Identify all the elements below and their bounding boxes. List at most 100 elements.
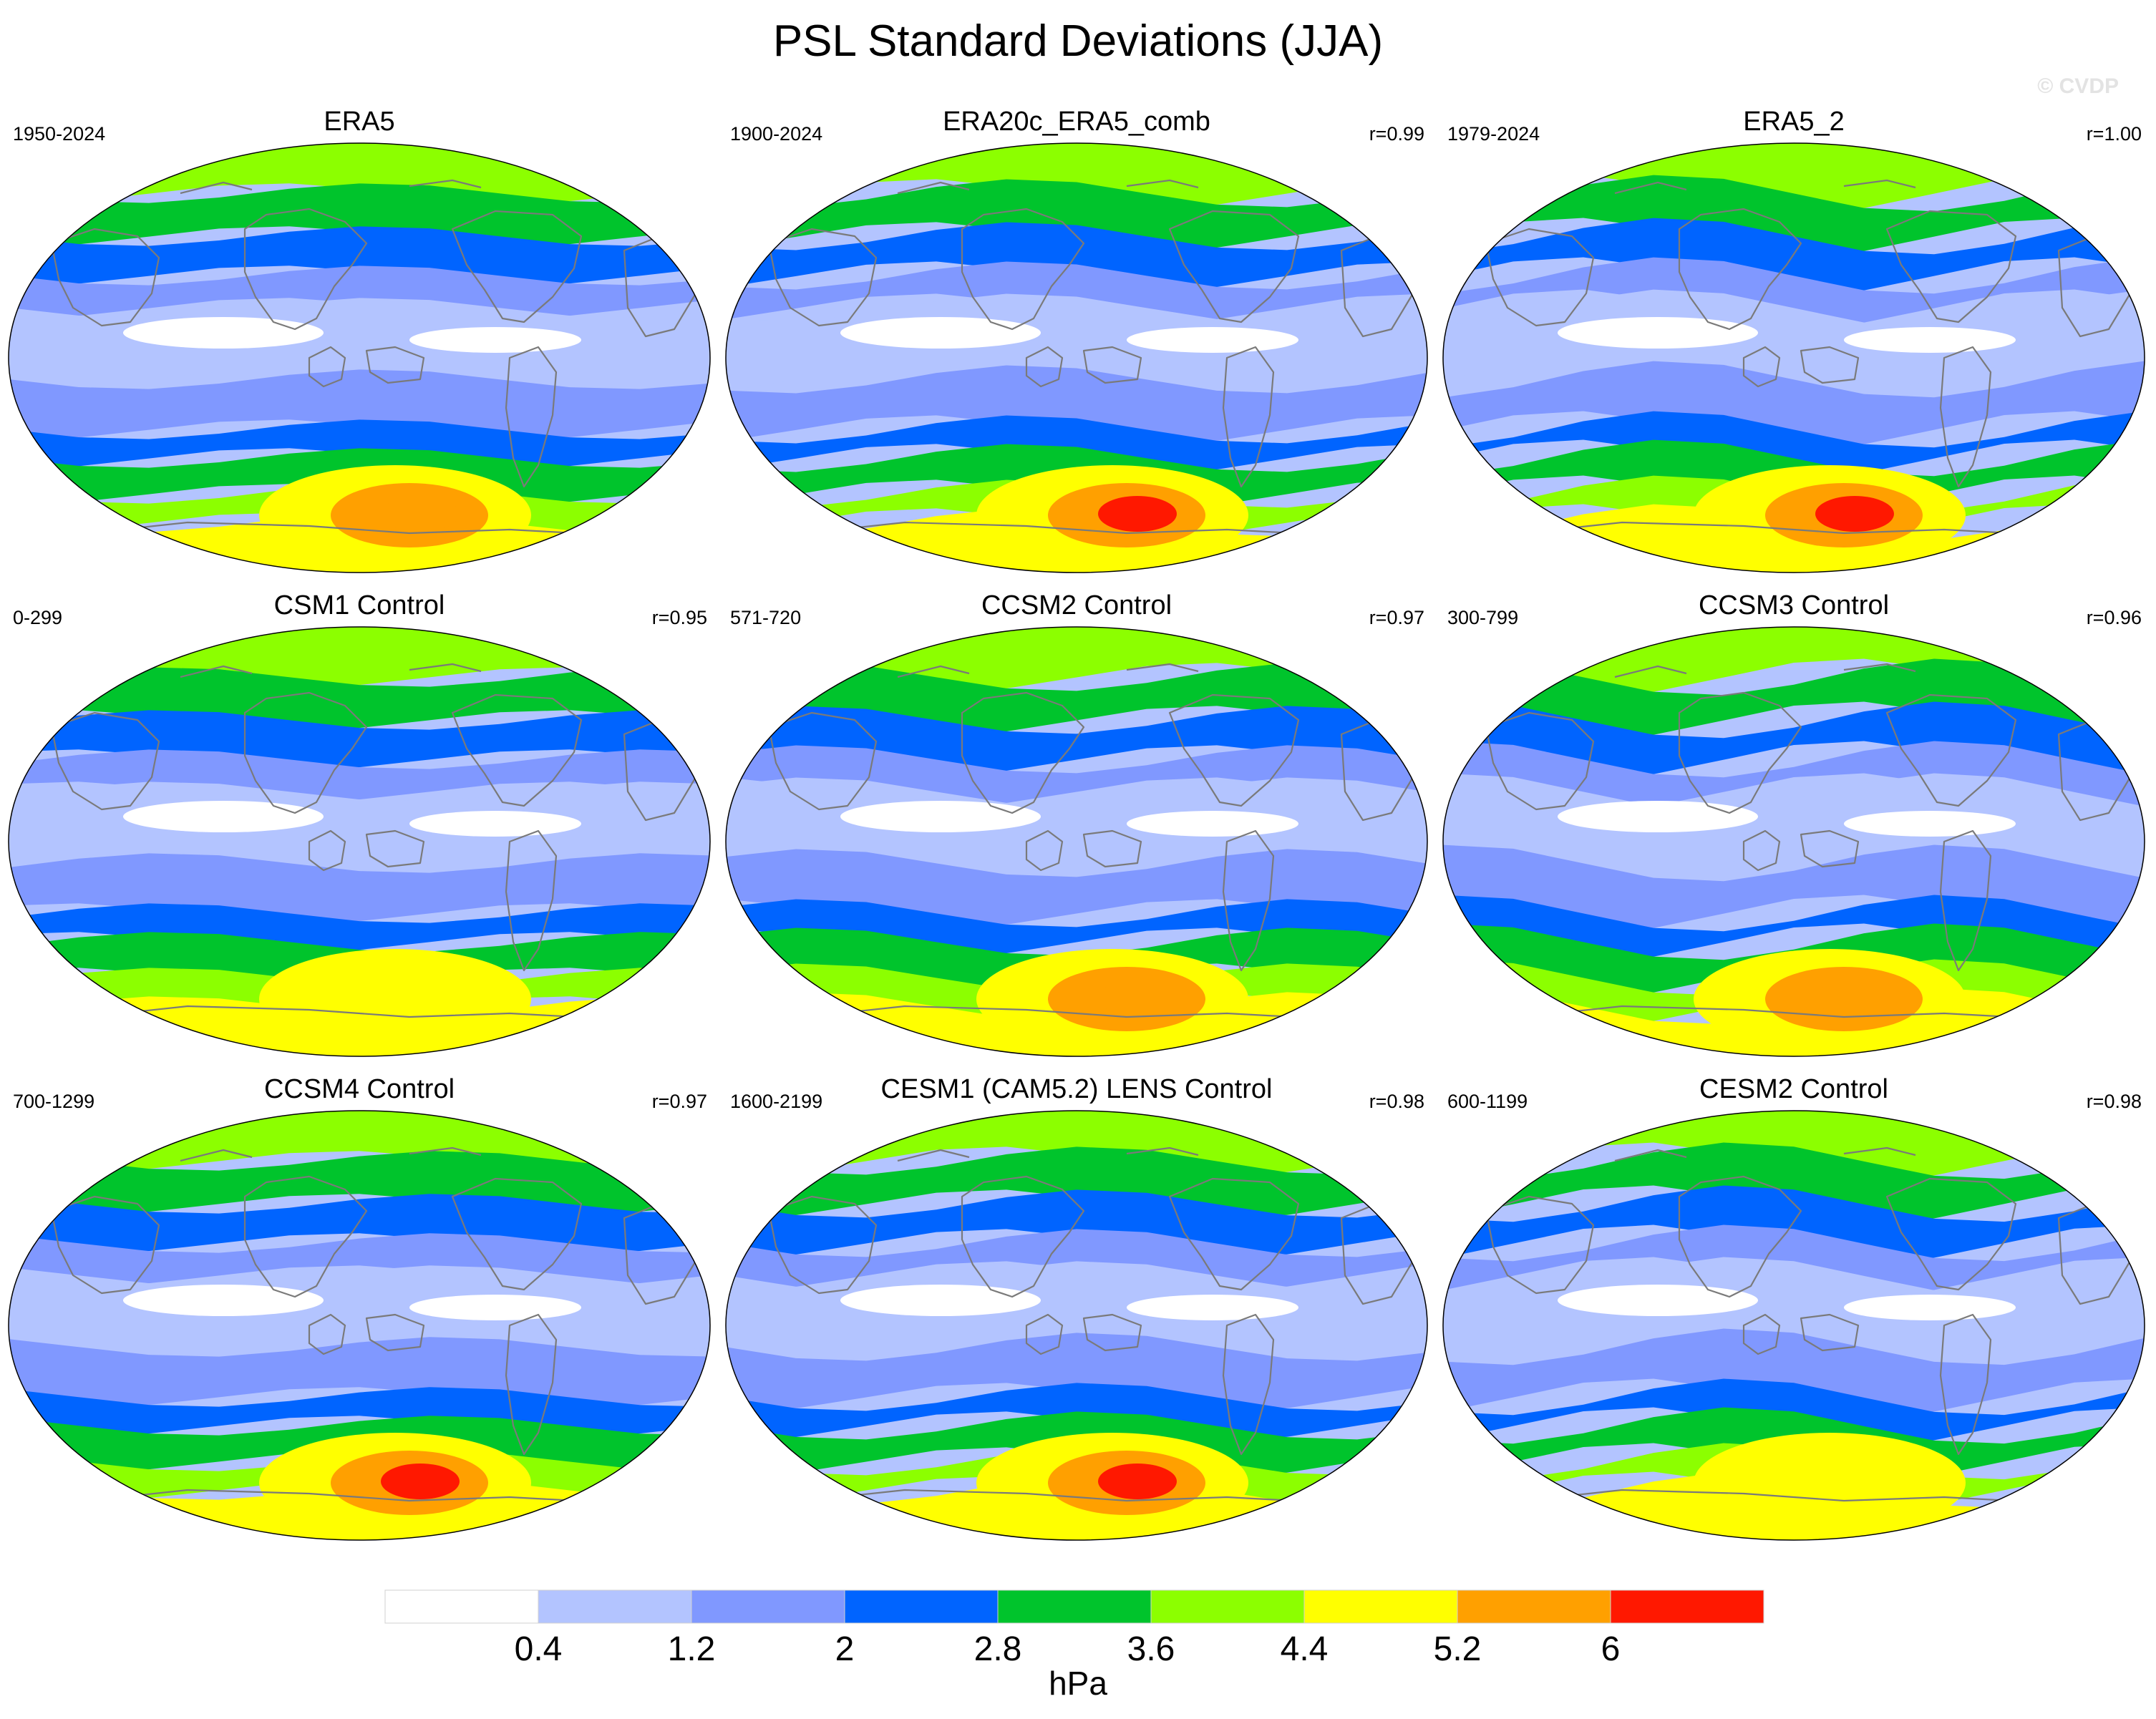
- colorbar: 0.4 1.2 2 2.8 3.6 4.4 5.2 6 hPa: [384, 1589, 1764, 1702]
- map-outline: [8, 1110, 711, 1541]
- panel-title: ERA5_2: [1743, 107, 1845, 137]
- psl-field: [726, 143, 1427, 573]
- colorbar-tick-label: 2.8: [974, 1630, 1022, 1668]
- colorbar-box: [997, 1589, 1152, 1624]
- colorbar-unit: hPa: [1049, 1665, 1107, 1702]
- panel-years: 1979-2024: [1447, 123, 1540, 145]
- contour-band: [409, 811, 581, 837]
- colorbar-tick-label: 6: [1601, 1630, 1621, 1668]
- contour-band: [1815, 980, 1894, 1016]
- contour-band: [9, 1151, 710, 1214]
- psl-field: [9, 143, 710, 573]
- panel-correlation: r=0.98: [2087, 1091, 2142, 1112]
- colorbar-tick-label: 2: [835, 1630, 855, 1668]
- contour-band: [1443, 1185, 2145, 1262]
- map-outline: [1442, 1110, 2145, 1541]
- map-outline: [725, 626, 1428, 1057]
- map-outline: [725, 142, 1428, 573]
- panel-years: 700-1299: [13, 1091, 94, 1112]
- figure-title: PSL Standard Deviations (JJA): [773, 16, 1383, 66]
- colorbar-box: [691, 1589, 845, 1624]
- contour-band: [840, 1285, 1041, 1316]
- panel-correlation: r=0.97: [1369, 607, 1424, 628]
- panel-title: CESM1 (CAM5.2) LENS Control: [881, 1074, 1273, 1104]
- psl-field: [9, 1111, 710, 1540]
- contour-band: [726, 849, 1427, 927]
- map-panel: ERA20c_ERA5_comb 1900-2024 r=0.99: [725, 107, 1428, 573]
- panel-title: CSM1 Control: [274, 590, 445, 620]
- psl-field: [1443, 1111, 2145, 1540]
- map-panel: CCSM4 Control 700-1299 r=0.97: [8, 1074, 711, 1541]
- contour-band: [381, 980, 460, 1016]
- colorbar-box: [844, 1589, 999, 1624]
- contour-band: [1127, 1295, 1298, 1320]
- psl-field: [9, 627, 710, 1056]
- contour-band: [726, 1146, 1427, 1218]
- colorbar-box: [1457, 1589, 1611, 1624]
- contour-band: [1844, 811, 2016, 837]
- panel-correlation: r=0.98: [1369, 1091, 1424, 1112]
- contour-band: [123, 317, 324, 349]
- panel-title: CCSM3 Control: [1699, 590, 1889, 620]
- map-panel: ERA5_2 1979-2024 r=1.00: [1442, 107, 2145, 573]
- panel-years: 571-720: [730, 607, 801, 628]
- contour-band: [1558, 317, 1758, 349]
- map-panel: CSM1 Control 0-299 r=0.95: [8, 590, 711, 1057]
- contour-band: [1443, 1328, 2145, 1416]
- contour-band: [9, 226, 710, 286]
- contour-band: [9, 419, 710, 468]
- contour-band: [1127, 327, 1298, 353]
- map-outline: [1442, 142, 2145, 573]
- panel-correlation: r=0.96: [2087, 607, 2142, 628]
- colorbar-tick-label: 5.2: [1434, 1630, 1482, 1668]
- colorbar-box: [384, 1589, 539, 1624]
- map-outline: [1442, 626, 2145, 1057]
- colorbar-tick-label: 1.2: [668, 1630, 716, 1668]
- contour-band: [726, 365, 1427, 444]
- panel-grid: ERA5 1950-2024 ERA20c_ERA5_comb 1900-2024 r=…: [8, 107, 2145, 1541]
- contour-band: [1443, 1224, 2145, 1294]
- psl-field: [726, 1111, 1427, 1540]
- contour-band: [1815, 496, 1894, 532]
- map-panel: CCSM3 Control 300-799 r=0.96: [1442, 590, 2145, 1057]
- colorbar-box: [538, 1589, 692, 1624]
- contour-band: [1098, 980, 1177, 1016]
- contour-band: [1443, 257, 2145, 326]
- contour-band: [123, 1285, 324, 1316]
- panel-years: 1950-2024: [13, 123, 105, 145]
- panel-correlation: r=0.95: [652, 607, 707, 628]
- map-outline: [8, 142, 711, 573]
- contour-band: [1443, 741, 2145, 810]
- colorbar-tick-label: 4.4: [1281, 1630, 1329, 1668]
- contour-band: [1443, 895, 2145, 960]
- contour-band: [1558, 801, 1758, 832]
- contour-band: [9, 627, 710, 687]
- contour-band: [9, 1337, 710, 1407]
- panel-years: 1600-2199: [730, 1091, 822, 1112]
- contour-band: [726, 1229, 1427, 1290]
- panel-years: 600-1199: [1447, 1091, 1528, 1112]
- contour-band: [1098, 496, 1177, 532]
- contour-band: [726, 1333, 1427, 1411]
- contour-band: [1443, 361, 2145, 448]
- contour-band: [1558, 1285, 1758, 1316]
- psl-field: [1443, 627, 2145, 1056]
- contour-band: [726, 1383, 1427, 1440]
- colorbar-tick-label: 3.6: [1127, 1630, 1175, 1668]
- contour-band: [726, 222, 1427, 290]
- contour-band: [1443, 1257, 2145, 1365]
- psl-field: [1443, 143, 2145, 573]
- contour-band: [1844, 327, 2016, 353]
- contour-band: [1443, 289, 2145, 398]
- contour-band: [1443, 218, 2145, 294]
- contour-band: [726, 1189, 1427, 1257]
- panel-correlation: r=0.97: [652, 1091, 707, 1112]
- contour-band: [9, 183, 710, 246]
- map-outline: [8, 626, 711, 1057]
- contour-band: [1443, 1142, 2145, 1222]
- colorbar-box: [1610, 1589, 1764, 1624]
- map-panel: CESM2 Control 600-1199 r=0.98: [1442, 1074, 2145, 1541]
- panel-years: 0-299: [13, 607, 62, 628]
- map-outline: [725, 1110, 1428, 1541]
